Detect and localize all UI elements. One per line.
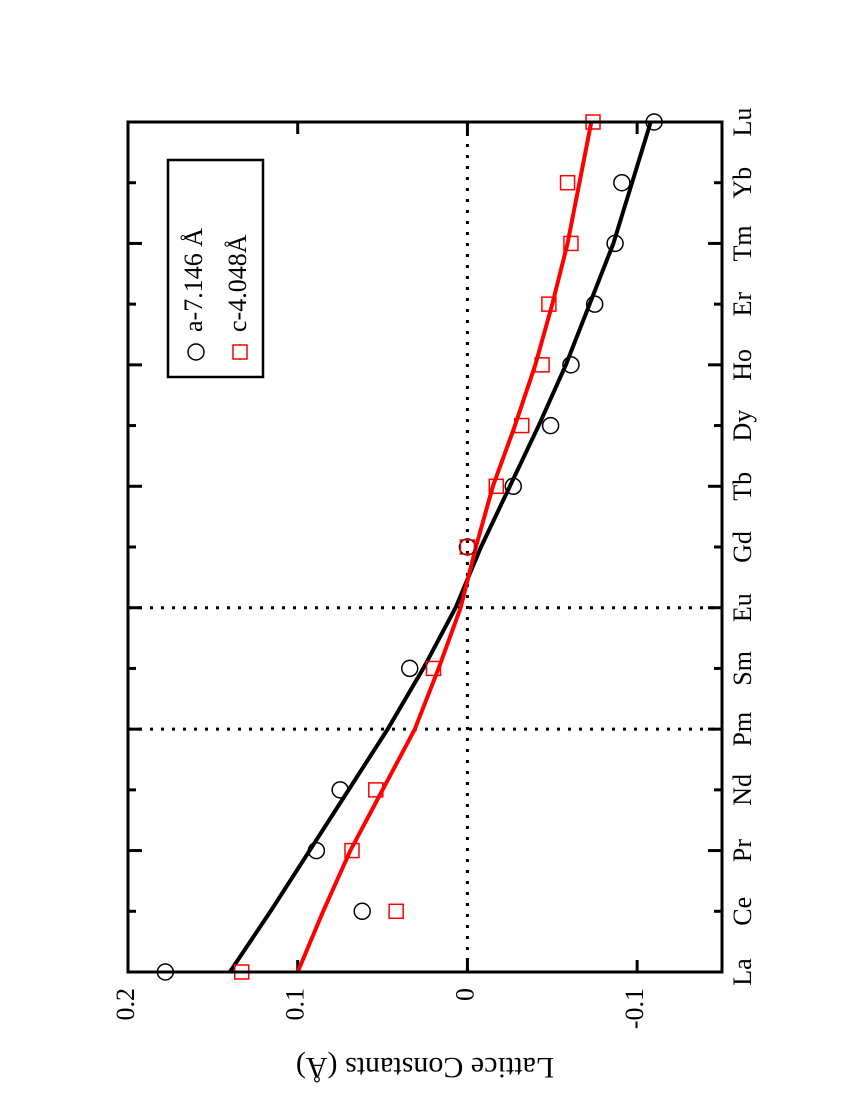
legend-marker [187, 343, 205, 361]
x-tick-label: Ce [728, 897, 757, 926]
point [541, 296, 557, 312]
axis-title: Lattice Constants (Å) [296, 1051, 554, 1084]
point [559, 174, 576, 191]
point [459, 539, 476, 555]
point [388, 903, 404, 920]
legend-label: a-7.146 Å [179, 228, 208, 332]
x-tick-label: Nd [728, 774, 757, 806]
x-tick-label: Lu [728, 108, 757, 137]
x-tick-label: Gd [728, 531, 757, 563]
point [458, 538, 477, 556]
legend-marker [232, 344, 248, 360]
point [613, 173, 631, 192]
x-tick-label: Eu [728, 593, 757, 622]
point [562, 356, 580, 374]
x-tick-label: Pr [728, 839, 757, 862]
x-tick-label: Dy [728, 410, 757, 442]
y-tick-label: -0.1 [620, 988, 649, 1029]
x-tick-label: Er [728, 292, 757, 317]
x-tick-label: La [728, 958, 757, 986]
x-tick-label: Yb [728, 167, 757, 199]
x-tick-label: Ho [728, 349, 757, 381]
fit-line [295, 121, 594, 973]
point [488, 478, 505, 495]
y-tick-label: 0 [450, 988, 479, 1001]
fit-line [228, 121, 653, 974]
legend-box [166, 158, 265, 379]
point [307, 841, 326, 860]
point [534, 357, 550, 373]
point [606, 234, 624, 253]
point [400, 659, 419, 678]
point [353, 902, 371, 921]
x-tick-label: Tb [728, 472, 757, 501]
point [368, 782, 384, 798]
x-tick-label: Tm [728, 225, 757, 261]
x-tick-label: Sm [728, 651, 757, 686]
point [585, 295, 604, 313]
legend-label: c-4.048Å [223, 234, 252, 332]
point [425, 660, 442, 677]
x-tick-label: Pm [728, 712, 757, 747]
y-tick-label: 0.1 [281, 988, 310, 1021]
y-tick-label: 0.2 [111, 988, 140, 1021]
point [513, 417, 530, 434]
point [504, 477, 523, 496]
point [563, 235, 579, 252]
plot-frame [126, 120, 724, 974]
point [541, 416, 560, 435]
point [344, 842, 360, 859]
point [331, 781, 349, 799]
